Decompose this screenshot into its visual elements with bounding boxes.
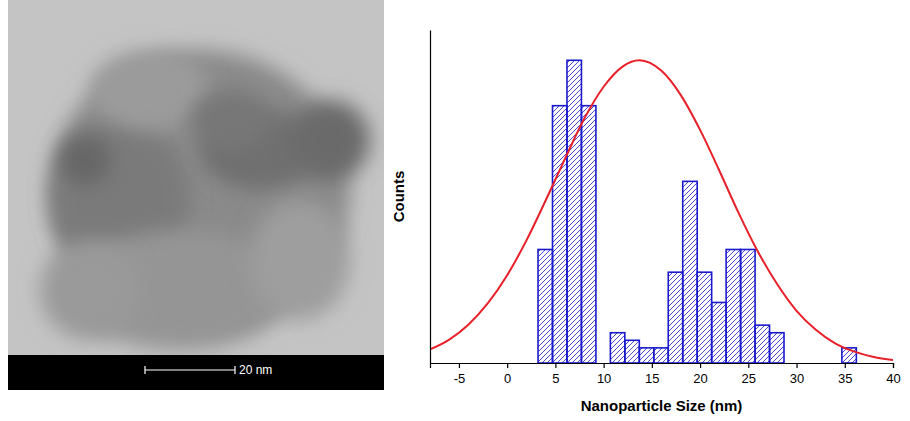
x-tick-label: 30 [790, 371, 804, 386]
x-tick-label: -5 [454, 371, 466, 386]
fit-curve [430, 60, 893, 360]
x-tick: 5 [552, 363, 559, 386]
x-tick-mark [796, 363, 797, 368]
x-tick-label: 20 [693, 371, 707, 386]
x-tick: 30 [790, 363, 804, 386]
figure: 20 nm -5 0 5 10 15 20 25 30 35 40 Nanoparticle Size… [0, 0, 910, 421]
histogram-bar [755, 325, 769, 363]
x-tick-label: 25 [742, 371, 756, 386]
histogram-bar [553, 106, 567, 363]
histogram-bar [668, 272, 682, 363]
x-tick: 35 [838, 363, 852, 386]
histogram-bar [784, 362, 798, 363]
scale-bar [145, 369, 235, 370]
x-tick-mark [555, 363, 556, 368]
x-tick: 10 [597, 363, 611, 386]
x-axis-title: Nanoparticle Size (nm) [581, 397, 743, 414]
x-tick: -5 [454, 363, 466, 386]
x-tick-mark [700, 363, 701, 368]
histogram-bar [770, 333, 784, 363]
y-axis [430, 31, 431, 364]
x-tick-label: 0 [504, 371, 511, 386]
histogram-bar [813, 362, 827, 363]
micrograph: 20 nm [8, 0, 384, 390]
x-tick-mark [507, 363, 508, 368]
particle-cluster [40, 240, 140, 340]
x-tick: 15 [645, 363, 659, 386]
x-tick-label: 10 [597, 371, 611, 386]
x-tick-mark [604, 363, 605, 368]
micrograph-ground [8, 0, 384, 390]
histogram-bar [567, 60, 581, 363]
x-axis-line [431, 364, 894, 369]
histogram-bar [712, 302, 726, 363]
x-tick-label: 15 [645, 371, 659, 386]
x-tick-label: 5 [552, 371, 559, 386]
histogram-bar [798, 362, 812, 363]
x-tick: 0 [504, 363, 511, 386]
x-tick-mark [748, 363, 749, 368]
scale-bar-cap [144, 366, 145, 374]
y-axis-line [430, 31, 431, 364]
x-tick-label: 35 [838, 371, 852, 386]
x-tick-mark [652, 363, 653, 368]
x-tick-mark [845, 363, 846, 368]
histogram-bar [827, 362, 841, 363]
histogram-bar [683, 181, 697, 363]
histogram-bar [581, 106, 595, 363]
x-tick-mark [459, 363, 460, 368]
histogram-bar [625, 340, 639, 363]
scale-bar-strip [8, 355, 384, 390]
particle-cluster [60, 135, 110, 185]
histogram-bar [596, 362, 610, 363]
histogram-bar [610, 333, 624, 363]
plot-area [430, 60, 893, 363]
histogram-bar [697, 272, 711, 363]
particle-cluster [290, 100, 370, 180]
x-tick-label: 40 [886, 371, 900, 386]
x-tick: 20 [693, 363, 707, 386]
x-tick: 40 [886, 363, 900, 386]
histogram-bar [538, 249, 552, 363]
histogram-bar [726, 249, 740, 363]
y-axis-title: Counts [390, 171, 407, 223]
histogram-bar [654, 348, 668, 363]
particle-cluster [250, 200, 350, 320]
scale-bar-cap [234, 366, 235, 374]
x-tick: 25 [742, 363, 756, 386]
particle-cluster [190, 90, 270, 150]
scale-bar-label: 20 nm [239, 363, 272, 377]
histogram-bar [741, 249, 755, 363]
histogram-bar [639, 348, 653, 363]
x-axis: -5 0 5 10 15 20 25 30 35 40 [431, 363, 901, 386]
x-tick-mark [893, 363, 894, 368]
